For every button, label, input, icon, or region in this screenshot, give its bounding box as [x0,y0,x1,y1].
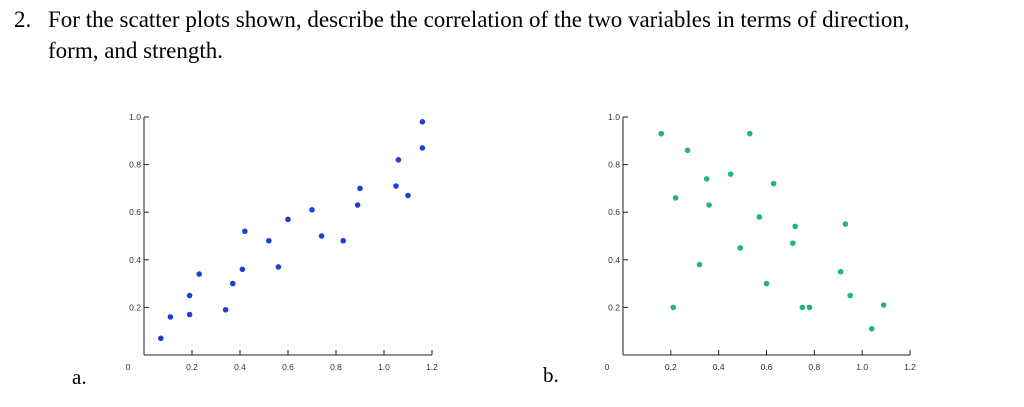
plot-b-point [847,292,854,299]
plot-a-point [158,335,164,342]
plot-b-y-tick-label: 0.8 [608,160,620,170]
plot-a-x-tick-label: 1.0 [378,362,390,372]
plot-a-y-tick-label: 1.0 [129,112,141,122]
plot-b-point [670,304,677,311]
plot-b-y-tick-label: 1.0 [608,112,620,122]
plot-a-x-tick-label: 0.4 [234,362,246,372]
plot-a-x-tick-label: 0.6 [282,362,294,372]
plot-a-point [230,280,236,287]
plot-a-point [266,237,272,244]
plot-a-x-tick-label: 0.2 [186,362,198,372]
plot-a-point [309,207,315,213]
plot-b-y-tick-label: 0.4 [608,255,620,265]
plot-a-point [354,202,361,208]
plot-b-point [799,304,806,311]
plot-b-point [746,130,753,137]
plot-a-x-tick-label: 0.8 [330,362,342,372]
plot-b-x-tick-label: 0 [605,362,610,372]
plot-a-point [419,118,426,125]
plot-b-y-tick-label: 0.6 [608,207,620,217]
plot-a-x-tick-label: 1.2 [426,362,438,372]
plot-a-y-tick-label: 0.2 [129,302,141,312]
plot-b-point [703,176,710,182]
plot-a-point [186,311,193,318]
plot-a-point [167,314,174,320]
plot-a-point [239,266,246,273]
plot-b-point [658,130,665,137]
plot-b-point [706,202,712,208]
plot-a-point [340,237,347,244]
plot-a-point [275,264,282,270]
plot-b-point [842,221,849,227]
plot-b-point [763,280,770,287]
question-number: 2. [14,7,32,32]
plot-b-point [672,195,679,201]
plot-b-point [770,180,777,187]
plot-a-point [285,216,291,223]
plot-b-point [737,245,743,251]
plot-b-point [684,147,691,154]
question-text-line1: For the scatter plots shown, describe th… [48,7,910,32]
plot-b-x-tick-label: 0.4 [713,362,725,372]
plot-a-y-tick-label: 0.6 [129,207,141,217]
plot-b-point [868,326,875,332]
plot-a-y-tick-label: 0.8 [129,160,141,170]
plot-b-point [792,223,798,230]
plot-b-y-tick-label: 0.2 [608,302,620,312]
plot-a-label: a. [72,365,87,389]
plot-a-x-tick-label: 0 [126,362,131,372]
plot-b-label: b. [543,363,559,387]
plot-a-point [318,233,325,239]
plot-b-point [837,268,844,275]
plot-b-point [880,302,887,308]
plot-b-x-tick-label: 0.8 [808,362,820,372]
plot-a-point [186,292,193,299]
plot-b-point [727,171,734,177]
plot-b-x-tick-label: 1.0 [856,362,868,372]
question-text-line2: form, and strength. [48,38,224,63]
plot-a-point [357,185,363,192]
plot-a-point [242,228,248,235]
plot-a-point [393,183,399,189]
plot-a-point [419,145,426,151]
plot-b-x-tick-label: 0.6 [761,362,773,372]
plot-a-point [395,157,402,163]
plot-b-point [696,261,703,268]
plot-b-x-tick-label: 0.2 [665,362,677,372]
plot-a-point [196,271,202,277]
plot-b-point [790,240,796,246]
plot-b-point [756,214,763,220]
plot-a-point [222,306,229,313]
plot-a-y-tick-label: 0.4 [129,255,141,265]
plot-b-x-tick-label: 1.2 [904,362,916,372]
plot-a-point [405,192,411,199]
plot-b-point [806,304,813,311]
